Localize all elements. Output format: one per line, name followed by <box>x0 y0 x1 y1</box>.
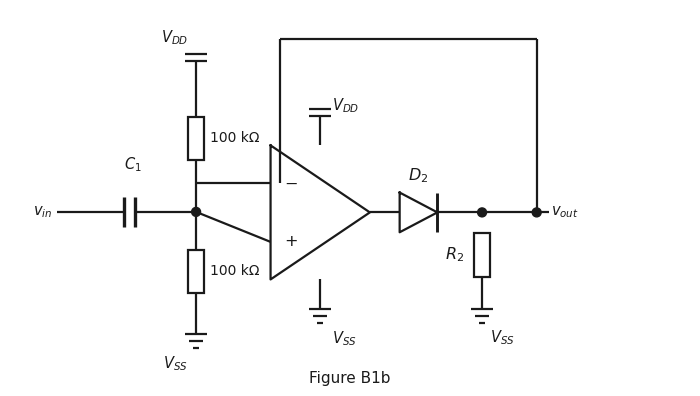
Circle shape <box>192 208 201 216</box>
Text: $-$: $-$ <box>284 175 298 190</box>
Text: $V_{SS}$: $V_{SS}$ <box>164 354 188 373</box>
Text: $V_{DD}$: $V_{DD}$ <box>332 96 359 115</box>
Text: Figure B1b: Figure B1b <box>309 371 391 386</box>
Text: $C_1$: $C_1$ <box>124 156 141 174</box>
Text: $V_{SS}$: $V_{SS}$ <box>490 329 514 347</box>
Text: $v_{in}$: $v_{in}$ <box>33 204 52 220</box>
Text: 100 kΩ: 100 kΩ <box>210 265 260 278</box>
Text: 100 kΩ: 100 kΩ <box>210 131 260 145</box>
Bar <box>474 233 490 277</box>
Text: $V_{SS}$: $V_{SS}$ <box>332 329 357 348</box>
Bar <box>188 116 204 160</box>
Text: $V_{DD}$: $V_{DD}$ <box>161 29 188 47</box>
Circle shape <box>532 208 541 217</box>
Bar <box>188 249 204 293</box>
Text: $D_2$: $D_2$ <box>408 166 428 185</box>
Text: $+$: $+$ <box>284 234 298 249</box>
Circle shape <box>477 208 486 217</box>
Text: $v_{out}$: $v_{out}$ <box>551 205 578 220</box>
Text: $R_2$: $R_2$ <box>445 246 464 265</box>
